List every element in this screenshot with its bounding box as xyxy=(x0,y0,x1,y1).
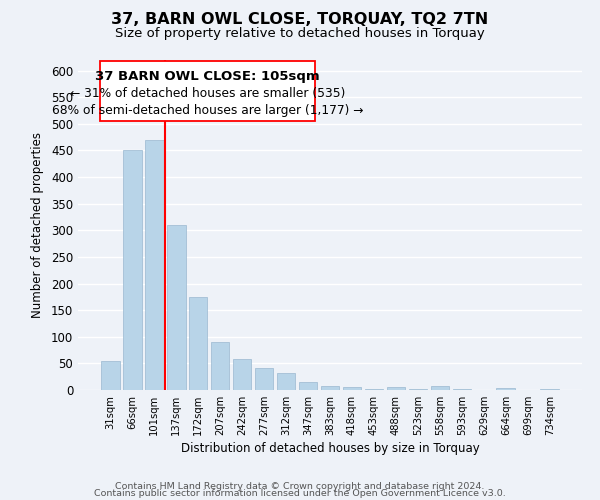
Text: 37 BARN OWL CLOSE: 105sqm: 37 BARN OWL CLOSE: 105sqm xyxy=(95,70,320,82)
Bar xyxy=(233,359,251,390)
Bar xyxy=(299,382,317,390)
Bar xyxy=(167,225,185,390)
X-axis label: Distribution of detached houses by size in Torquay: Distribution of detached houses by size … xyxy=(181,442,479,455)
Bar xyxy=(277,373,295,390)
Bar xyxy=(123,150,142,390)
FancyBboxPatch shape xyxy=(100,61,314,121)
Bar xyxy=(320,386,340,390)
Bar xyxy=(541,389,559,390)
Bar xyxy=(496,388,515,390)
Bar xyxy=(386,387,405,390)
Bar xyxy=(145,140,164,390)
Bar xyxy=(189,297,208,390)
Bar xyxy=(101,360,119,390)
Text: Contains HM Land Registry data © Crown copyright and database right 2024.: Contains HM Land Registry data © Crown c… xyxy=(115,482,485,491)
Y-axis label: Number of detached properties: Number of detached properties xyxy=(31,132,44,318)
Text: 68% of semi-detached houses are larger (1,177) →: 68% of semi-detached houses are larger (… xyxy=(52,104,363,117)
Text: ← 31% of detached houses are smaller (535): ← 31% of detached houses are smaller (53… xyxy=(70,87,345,100)
Bar xyxy=(431,386,449,390)
Text: 37, BARN OWL CLOSE, TORQUAY, TQ2 7TN: 37, BARN OWL CLOSE, TORQUAY, TQ2 7TN xyxy=(112,12,488,28)
Bar xyxy=(343,387,361,390)
Text: Size of property relative to detached houses in Torquay: Size of property relative to detached ho… xyxy=(115,28,485,40)
Bar xyxy=(255,368,274,390)
Text: Contains public sector information licensed under the Open Government Licence v3: Contains public sector information licen… xyxy=(94,490,506,498)
Bar xyxy=(211,342,229,390)
